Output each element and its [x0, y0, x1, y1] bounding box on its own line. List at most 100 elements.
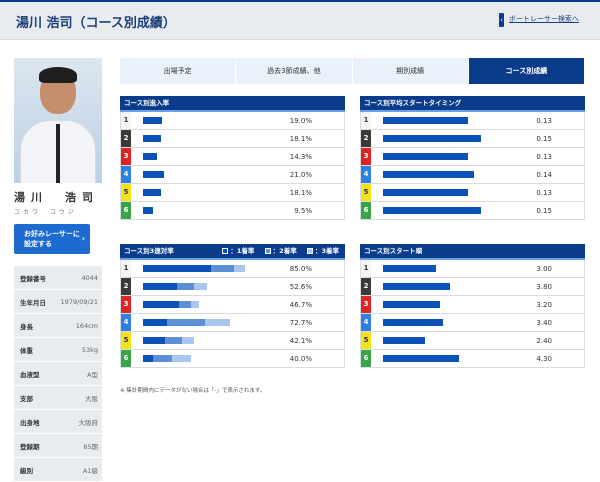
- set-favorite-button[interactable]: お好みレーサーに 設定する ›: [14, 224, 90, 254]
- lane-number: 4: [121, 314, 131, 331]
- value-bar: [383, 265, 436, 272]
- profile-value: A1級: [82, 466, 98, 475]
- value-label: 46.7%: [289, 300, 312, 309]
- data-row: 4 72.7%: [120, 314, 345, 332]
- lane-number: 2: [361, 278, 371, 295]
- value-label: 40.0%: [289, 354, 312, 363]
- value-bar: [383, 301, 440, 308]
- value-label: 3.00: [536, 264, 552, 273]
- data-row: 1 0.13: [360, 112, 585, 130]
- value-label: 0.14: [536, 170, 552, 179]
- data-row: 6 4.30: [360, 350, 585, 368]
- data-row: 2 0.15: [360, 130, 585, 148]
- value-bar: [143, 153, 157, 160]
- profile-value: 4044: [81, 273, 98, 282]
- value-bar: [383, 355, 459, 362]
- lane-number: 1: [121, 260, 131, 277]
- lane-number: 6: [121, 202, 131, 219]
- tab-3[interactable]: コース別成績: [468, 58, 585, 84]
- chevron-right-icon: ›: [81, 234, 85, 243]
- lane-number: 4: [361, 166, 371, 183]
- value-bar: [383, 171, 474, 178]
- value-label: 3.40: [536, 318, 552, 327]
- value-label: 85.0%: [289, 264, 312, 273]
- data-row: 6 9.5%: [120, 202, 345, 220]
- data-row: 6 0.15: [360, 202, 585, 220]
- segment-bar-3: [172, 355, 191, 362]
- value-bar: [143, 171, 164, 178]
- data-row: 3 0.13: [360, 148, 585, 166]
- segment-bar-1: [143, 283, 177, 290]
- racer-kana: ユカワ コウジ: [14, 209, 77, 216]
- profile-row: 血液型 A型: [14, 362, 102, 386]
- value-label: 9.5%: [294, 206, 312, 215]
- profile-value: 164cm: [75, 321, 98, 330]
- lane-number: 2: [361, 130, 371, 147]
- data-row: 4 21.0%: [120, 166, 345, 184]
- value-bar: [143, 207, 153, 214]
- profile-row: 体重 53kg: [14, 338, 102, 362]
- lane-number: 1: [121, 112, 131, 129]
- tab-2[interactable]: 期別成績: [352, 58, 469, 84]
- segment-bar-2: [153, 355, 172, 362]
- value-label: 0.15: [536, 134, 552, 143]
- profile-label: 登録期: [20, 442, 40, 451]
- value-label: 0.13: [536, 152, 552, 161]
- tab-0[interactable]: 出場予定: [120, 58, 237, 84]
- chevron-left-icon[interactable]: ‹: [499, 13, 504, 27]
- panel-title: コース別平均スタートタイミング: [360, 96, 585, 112]
- lane-number: 6: [361, 350, 371, 367]
- segment-bar-3: [191, 301, 199, 308]
- data-row: 1 3.00: [360, 260, 585, 278]
- profile-row: 級別 A1級: [14, 458, 102, 482]
- value-label: 72.7%: [289, 318, 312, 327]
- profile-value: 1979/09/21: [60, 297, 98, 306]
- segment-bar-3: [234, 265, 245, 272]
- segment-bar-2: [167, 319, 205, 326]
- profile-label: 血液型: [20, 370, 40, 379]
- data-row: 5 42.1%: [120, 332, 345, 350]
- lane-number: 3: [121, 296, 131, 313]
- tab-1[interactable]: 過去3節成績、他: [236, 58, 353, 84]
- lane-number: 5: [121, 332, 131, 349]
- value-label: 18.1%: [289, 188, 312, 197]
- start-order-panel: コース別スタート順 1 3.00 2 3.80 3 3.20 4 3.40 5 2.40 6 4.30: [360, 244, 585, 368]
- profile-row: 身長 164cm: [14, 314, 102, 338]
- lane-number: 5: [361, 332, 371, 349]
- data-row: 5 0.13: [360, 184, 585, 202]
- value-bar: [383, 207, 481, 214]
- segment-bar-2: [211, 265, 234, 272]
- segment-bar-1: [143, 265, 211, 272]
- segment-bar-1: [143, 301, 179, 308]
- profile-label: 出身地: [20, 418, 40, 427]
- data-row: 4 3.40: [360, 314, 585, 332]
- lane-number: 4: [361, 314, 371, 331]
- data-row: 5 2.40: [360, 332, 585, 350]
- racer-search-link[interactable]: ボートレーサー検索へ: [509, 15, 579, 23]
- entry-rate-panel: コース別進入率 1 19.0% 2 18.1% 3 14.3% 4 21.0% 5 18.1% 6 9…: [120, 96, 345, 220]
- lane-number: 3: [361, 148, 371, 165]
- profile-label: 登録番号: [20, 274, 46, 283]
- lane-number: 3: [361, 296, 371, 313]
- segment-bar-3: [205, 319, 230, 326]
- value-bar: [143, 189, 161, 196]
- segment-bar-3: [182, 337, 194, 344]
- panel-title: コース別3連対率: [124, 247, 174, 255]
- lane-number: 1: [361, 112, 371, 129]
- page-header: 湯川 浩司（コース別成績） ‹ ボートレーサー検索へ: [0, 0, 600, 40]
- profile-label: 身長: [20, 322, 33, 331]
- lane-number: 2: [121, 130, 131, 147]
- profile-label: 級別: [20, 466, 33, 475]
- profile-label: 体重: [20, 346, 33, 355]
- data-row: 1 19.0%: [120, 112, 345, 130]
- lane-number: 3: [121, 148, 131, 165]
- legend-swatch-2nd: [264, 248, 271, 254]
- data-row: 5 18.1%: [120, 184, 345, 202]
- data-row: 1 85.0%: [120, 260, 345, 278]
- data-row: 6 40.0%: [120, 350, 345, 368]
- tab-bar: 出場予定 過去3節成績、他 期別成績 コース別成績: [120, 58, 585, 84]
- profile-value: 大阪府: [78, 418, 99, 427]
- racer-photo: [14, 58, 102, 183]
- lane-number: 4: [121, 166, 131, 183]
- data-row: 3 46.7%: [120, 296, 345, 314]
